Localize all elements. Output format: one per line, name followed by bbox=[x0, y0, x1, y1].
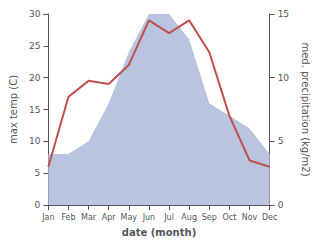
svg-text:max temp (C): max temp (C) bbox=[8, 75, 19, 144]
svg-text:Jan: Jan bbox=[41, 213, 54, 222]
svg-text:Feb: Feb bbox=[61, 213, 75, 222]
svg-text:Apr: Apr bbox=[102, 213, 117, 222]
svg-text:30: 30 bbox=[29, 9, 41, 19]
svg-text:0: 0 bbox=[278, 200, 284, 210]
svg-text:15: 15 bbox=[29, 105, 40, 115]
svg-text:Nov: Nov bbox=[242, 213, 258, 222]
svg-text:15: 15 bbox=[278, 9, 289, 19]
svg-text:med. precipitation (kg/m2): med. precipitation (kg/m2) bbox=[300, 42, 311, 176]
svg-text:10: 10 bbox=[29, 136, 41, 146]
svg-text:Jul: Jul bbox=[163, 213, 174, 222]
svg-text:date (month): date (month) bbox=[122, 227, 196, 238]
svg-text:May: May bbox=[121, 213, 138, 222]
svg-text:20: 20 bbox=[29, 73, 41, 83]
svg-text:Aug: Aug bbox=[181, 213, 197, 222]
svg-text:25: 25 bbox=[29, 41, 40, 51]
svg-text:10: 10 bbox=[278, 73, 290, 83]
svg-text:Mar: Mar bbox=[81, 213, 97, 222]
svg-text:0: 0 bbox=[35, 200, 41, 210]
svg-text:Dec: Dec bbox=[262, 213, 277, 222]
svg-text:5: 5 bbox=[35, 168, 41, 178]
svg-text:5: 5 bbox=[278, 136, 284, 146]
svg-text:Sep: Sep bbox=[202, 213, 217, 222]
svg-text:Oct: Oct bbox=[222, 213, 236, 222]
svg-text:Jun: Jun bbox=[142, 213, 156, 222]
